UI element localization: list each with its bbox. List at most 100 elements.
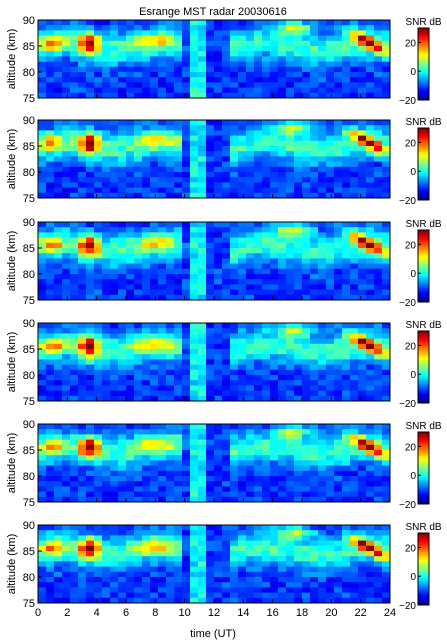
heatmap-cell (158, 263, 167, 270)
heatmap-cell (310, 146, 319, 152)
heatmap-cell (94, 566, 103, 573)
heatmap-cell (54, 172, 63, 178)
heatmap-cell (310, 268, 319, 275)
heatmap-cell (166, 87, 175, 94)
heatmap-cell (254, 535, 263, 541)
heatmap-cell (374, 592, 383, 599)
heatmap-cell (358, 545, 367, 552)
heatmap-cell (174, 182, 183, 188)
heatmap-cell (62, 587, 71, 593)
heatmap-cell (326, 587, 335, 593)
heatmap-cell (318, 491, 327, 498)
heatmap-cell (126, 566, 135, 573)
heatmap-cell (222, 156, 231, 162)
colorbar-tick-label: 20 (405, 543, 417, 554)
heatmap-cell (278, 354, 287, 360)
heatmap-cell (318, 61, 327, 68)
heatmap-cell (166, 294, 175, 301)
heatmap-cell (278, 592, 287, 599)
heatmap-cell (94, 597, 103, 604)
heatmap-cell (38, 476, 47, 482)
heatmap-cell (294, 465, 303, 472)
heatmap-cell (286, 380, 295, 386)
heatmap-cell (294, 284, 303, 290)
heatmap-cell (158, 359, 167, 365)
heatmap-cell (158, 535, 167, 541)
heatmap-cell (94, 66, 103, 73)
heatmap-cell (38, 192, 47, 199)
heatmap-cell (70, 582, 79, 588)
heatmap-cell (70, 151, 79, 157)
heatmap-cell (86, 77, 95, 83)
colorbar-segment (418, 40, 429, 43)
heatmap-cell (238, 72, 247, 78)
heatmap-cell (190, 444, 199, 451)
heatmap-cell (214, 177, 223, 183)
colorbar-segment (418, 290, 429, 293)
heatmap-cell (342, 172, 351, 178)
heatmap-cell (310, 577, 319, 583)
colorbar-segment (418, 168, 429, 172)
heatmap-cell (382, 146, 391, 152)
heatmap-cell (174, 444, 183, 451)
heatmap-cell (214, 582, 223, 588)
heatmap-cell (142, 385, 151, 391)
colorbar-segment (418, 458, 429, 462)
heatmap-cell (310, 439, 319, 446)
heatmap-cell (230, 82, 239, 88)
x-tick-label: 16 (267, 607, 279, 619)
heatmap-cell (374, 172, 383, 178)
heatmap-cell (286, 46, 295, 52)
colorbar-segment (418, 593, 429, 596)
heatmap-cell (206, 284, 215, 290)
heatmap-cell (358, 263, 367, 270)
heatmap-cell (190, 577, 199, 583)
heatmap-cell (350, 460, 359, 466)
heatmap-cell (190, 424, 199, 430)
heatmap-cell (262, 592, 271, 599)
heatmap-cell (134, 140, 143, 147)
heatmap-cell (262, 556, 271, 562)
heatmap-cell (302, 30, 311, 36)
heatmap-cell (230, 253, 239, 259)
heatmap-cell (238, 77, 247, 83)
heatmap-cell (270, 51, 279, 57)
heatmap-cell (238, 46, 247, 52)
heatmap-cell (254, 545, 263, 552)
heatmap-cell (158, 46, 167, 52)
heatmap-cell (102, 20, 111, 26)
heatmap-cell (326, 156, 335, 162)
heatmap-cell (198, 434, 207, 440)
heatmap-cell (102, 92, 111, 99)
heatmap-cell (350, 222, 359, 228)
heatmap-cell (70, 364, 79, 371)
heatmap-cell (286, 460, 295, 466)
heatmap-cell (310, 476, 319, 482)
heatmap-cell (94, 390, 103, 397)
heatmap-cell (86, 364, 95, 371)
heatmap-cell (46, 40, 55, 47)
heatmap-cell (374, 242, 383, 249)
heatmap-cell (174, 279, 183, 285)
heatmap-cell (70, 237, 79, 244)
heatmap-cell (86, 166, 95, 173)
heatmap-cell (254, 284, 263, 290)
heatmap-cell (374, 338, 383, 345)
heatmap-cell (278, 227, 287, 233)
heatmap-cell (358, 444, 367, 451)
heatmap-cell (86, 237, 95, 244)
colorbar-frame (417, 127, 430, 201)
heatmap-cell (94, 72, 103, 78)
heatmap-cell (126, 323, 135, 329)
heatmap-cell (166, 390, 175, 397)
heatmap-cell (78, 328, 87, 334)
heatmap-cell (110, 535, 119, 541)
heatmap-cell (350, 551, 359, 557)
heatmap-cell (214, 540, 223, 547)
heatmap-cell (374, 349, 383, 355)
heatmap-cell (158, 87, 167, 94)
heatmap-cell (262, 146, 271, 152)
heatmap-cell (262, 566, 271, 573)
heatmap-cell (94, 87, 103, 94)
heatmap-cell (334, 268, 343, 275)
